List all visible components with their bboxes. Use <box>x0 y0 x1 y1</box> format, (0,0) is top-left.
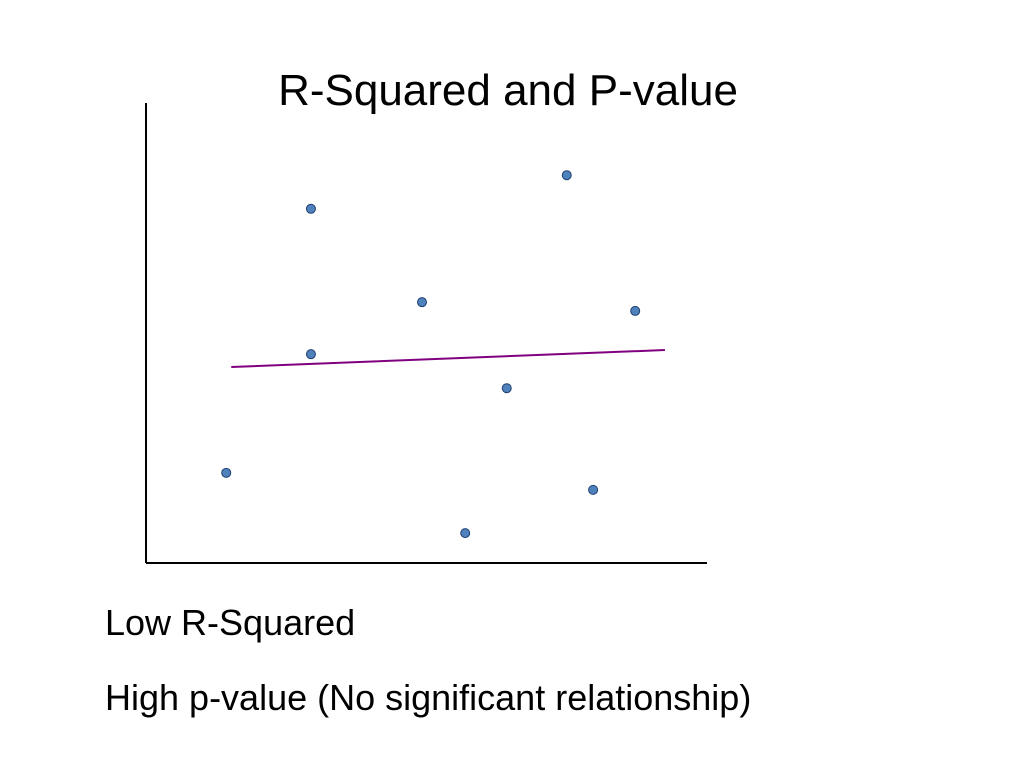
scatter-point <box>561 170 572 181</box>
scatter-point <box>305 349 316 360</box>
scatter-point <box>501 383 512 394</box>
trend-line <box>231 349 665 369</box>
scatter-point <box>460 528 471 539</box>
chart-title: R-Squared and P-value <box>278 66 738 115</box>
annotation: Low R-Squared <box>105 602 355 643</box>
scatter-point <box>417 297 428 308</box>
scatter-point <box>630 305 641 316</box>
scatter-point <box>221 467 232 478</box>
scatter-point <box>305 203 316 214</box>
scatter-point <box>588 484 599 495</box>
annotation: High p-value (No significant relationshi… <box>105 677 751 718</box>
